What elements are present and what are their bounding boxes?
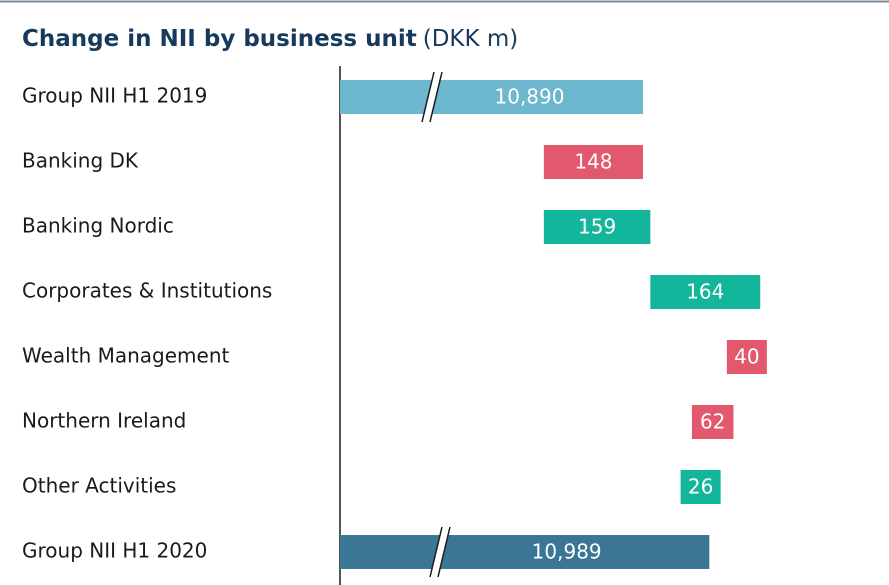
category-label: Other Activities	[22, 474, 176, 498]
bar	[691, 405, 734, 439]
value-label: 159	[578, 215, 616, 239]
bar	[680, 470, 721, 504]
value-label: 148	[574, 150, 612, 174]
chart-title-group: Change in NII by business unit (DKK m)	[22, 26, 518, 52]
bar	[340, 80, 643, 114]
value-label: 164	[686, 280, 724, 304]
category-label: Banking Nordic	[22, 214, 174, 238]
category-label: Group NII H1 2019	[22, 84, 207, 108]
bar	[650, 275, 761, 309]
axis-break-mark	[421, 71, 435, 123]
axis-break-gap	[429, 527, 451, 577]
axis-break-mark	[437, 526, 451, 578]
chart-subtitle: (DKK m)	[423, 26, 519, 52]
category-label: Corporates & Institutions	[22, 279, 272, 303]
axis-break-mark	[429, 526, 443, 578]
bar	[543, 210, 651, 244]
axis-break-gap	[421, 72, 443, 122]
bar	[340, 535, 710, 569]
chart-title: Change in NII by business unit	[22, 26, 417, 52]
category-label: Banking DK	[22, 149, 139, 173]
value-label: 10,989	[532, 540, 602, 564]
value-label: 10,890	[495, 85, 565, 109]
bar	[543, 145, 643, 179]
bar	[726, 340, 767, 374]
category-label: Northern Ireland	[22, 409, 186, 433]
axis-break-mark	[429, 71, 443, 123]
value-label: 26	[688, 475, 713, 499]
category-label: Wealth Management	[22, 344, 230, 368]
category-label: Group NII H1 2020	[22, 539, 207, 563]
value-label: 62	[700, 410, 725, 434]
value-label: 40	[734, 345, 759, 369]
